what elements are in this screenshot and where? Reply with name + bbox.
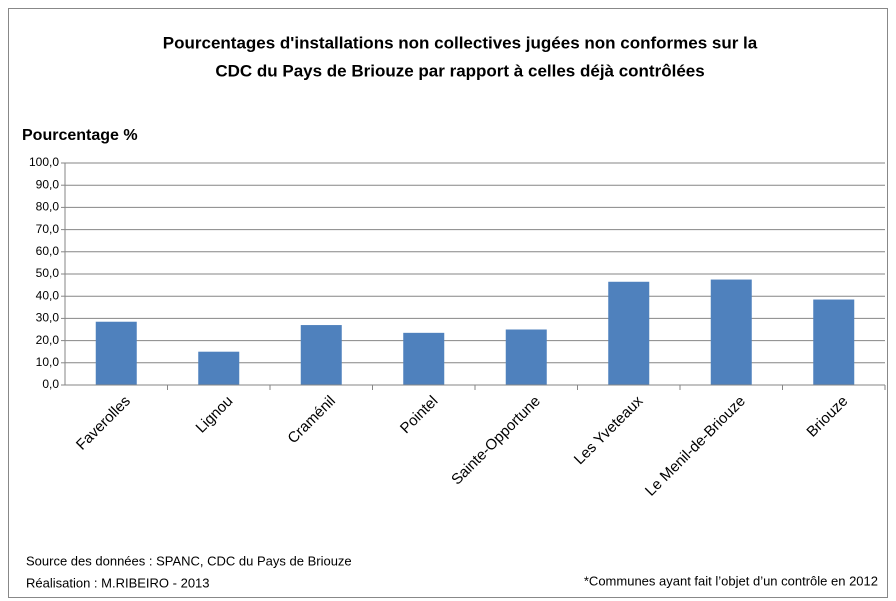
y-tick-label: 0,0 (42, 377, 59, 391)
y-axis-label: Pourcentage % (22, 127, 138, 144)
bar (813, 299, 855, 385)
y-tick-label: 60,0 (36, 244, 60, 258)
chart-title: Pourcentages d'installations non collect… (163, 33, 758, 52)
footnote: *Communes ayant fait l’objet d’un contrô… (584, 573, 878, 588)
bar (710, 279, 752, 385)
bar (300, 325, 342, 385)
bar (608, 281, 650, 385)
bar (198, 351, 240, 385)
y-tick-label: 30,0 (36, 311, 60, 325)
x-tick-label: Briouze (803, 393, 851, 441)
chart-title: CDC du Pays de Briouze par rapport à cel… (215, 61, 704, 80)
y-tick-label: 70,0 (36, 222, 60, 236)
y-tick-label: 100,0 (29, 155, 59, 169)
y-tick-label: 40,0 (36, 288, 60, 302)
y-tick-label: 90,0 (36, 177, 60, 191)
x-tick-label: Lignou (193, 393, 237, 437)
bar (505, 329, 547, 385)
y-tick-label: 10,0 (36, 355, 60, 369)
x-tick-label: Sainte-Opportune (448, 393, 544, 489)
x-tick-label: Craménil (284, 393, 338, 447)
source: Réalisation : M.RIBEIRO - 2013 (26, 575, 210, 590)
x-tick-label: Faverolles (73, 393, 134, 454)
x-tick-label: Pointel (397, 393, 441, 437)
source: Source des données : SPANC, CDC du Pays … (26, 553, 352, 568)
x-tick-label: Les Yveteaux (571, 392, 647, 468)
x-tick-label: Le Menil-de-Briouze (642, 393, 749, 500)
chart-frame (8, 8, 888, 598)
bar (95, 321, 137, 385)
bar (403, 332, 445, 385)
y-tick-label: 80,0 (36, 200, 60, 214)
y-tick-label: 20,0 (36, 333, 60, 347)
y-tick-label: 50,0 (36, 266, 60, 280)
